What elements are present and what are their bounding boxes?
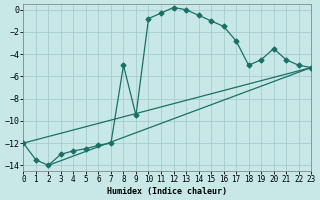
X-axis label: Humidex (Indice chaleur): Humidex (Indice chaleur) [107, 187, 227, 196]
